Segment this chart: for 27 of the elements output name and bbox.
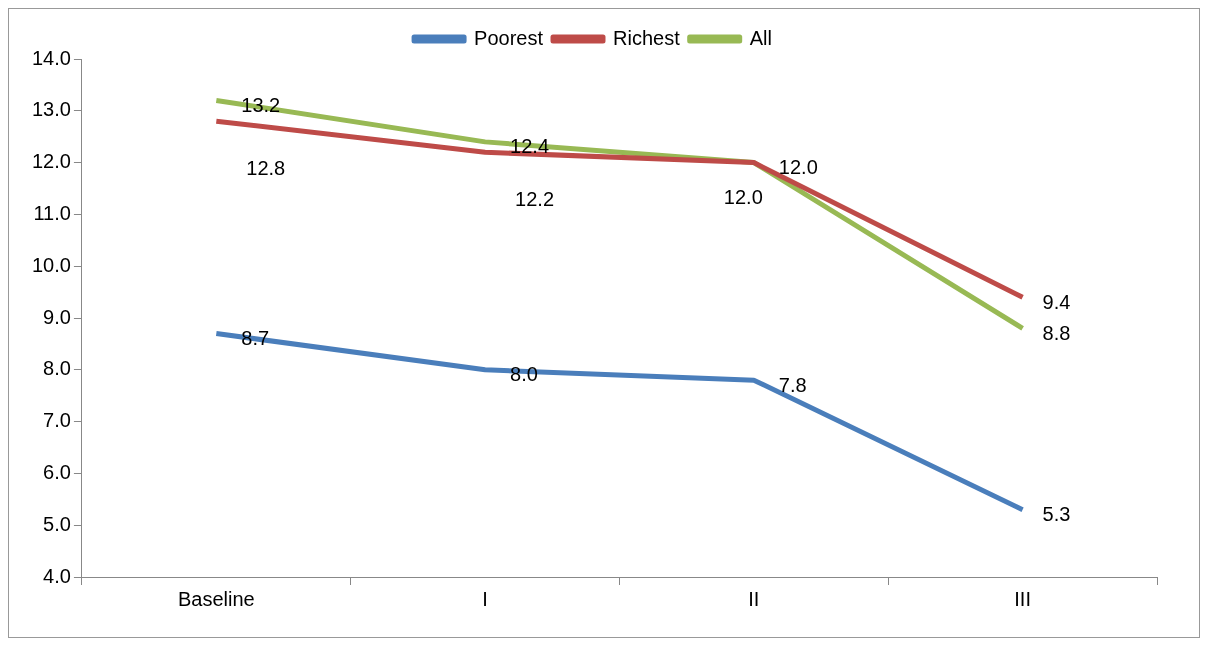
y-tick-label: 12.0 <box>31 150 71 173</box>
y-tick-label: 8.0 <box>43 357 71 380</box>
data-label: 5.3 <box>1042 503 1071 526</box>
y-tick-label: 4.0 <box>43 564 71 587</box>
y-tick-label: 13.0 <box>31 98 71 121</box>
y-tick-label: 14.0 <box>31 46 71 69</box>
data-label: 8.7 <box>241 327 270 350</box>
x-tick-label: III <box>1014 587 1031 610</box>
data-label: 8.8 <box>1042 321 1071 344</box>
legend-label: Poorest <box>474 26 544 49</box>
y-tick-label: 6.0 <box>43 460 71 483</box>
data-label: 12.2 <box>515 187 555 210</box>
y-tick-label: 9.0 <box>43 305 71 328</box>
legend-label: Richest <box>613 26 681 49</box>
y-tick-label: 7.0 <box>43 409 71 432</box>
x-tick-label: Baseline <box>177 587 255 610</box>
data-label: 12.8 <box>246 156 286 179</box>
legend-label: All <box>749 26 772 49</box>
data-label: 9.4 <box>1042 290 1071 313</box>
y-tick-label: 10.0 <box>31 253 71 276</box>
data-label: 7.8 <box>778 373 807 396</box>
y-tick-label: 5.0 <box>43 512 71 535</box>
y-tick-label: 11.0 <box>33 201 71 224</box>
data-label: 12.0 <box>723 186 763 209</box>
data-label: 12.0 <box>778 156 818 179</box>
x-tick-label: I <box>482 587 488 610</box>
x-tick-label: II <box>748 587 760 610</box>
